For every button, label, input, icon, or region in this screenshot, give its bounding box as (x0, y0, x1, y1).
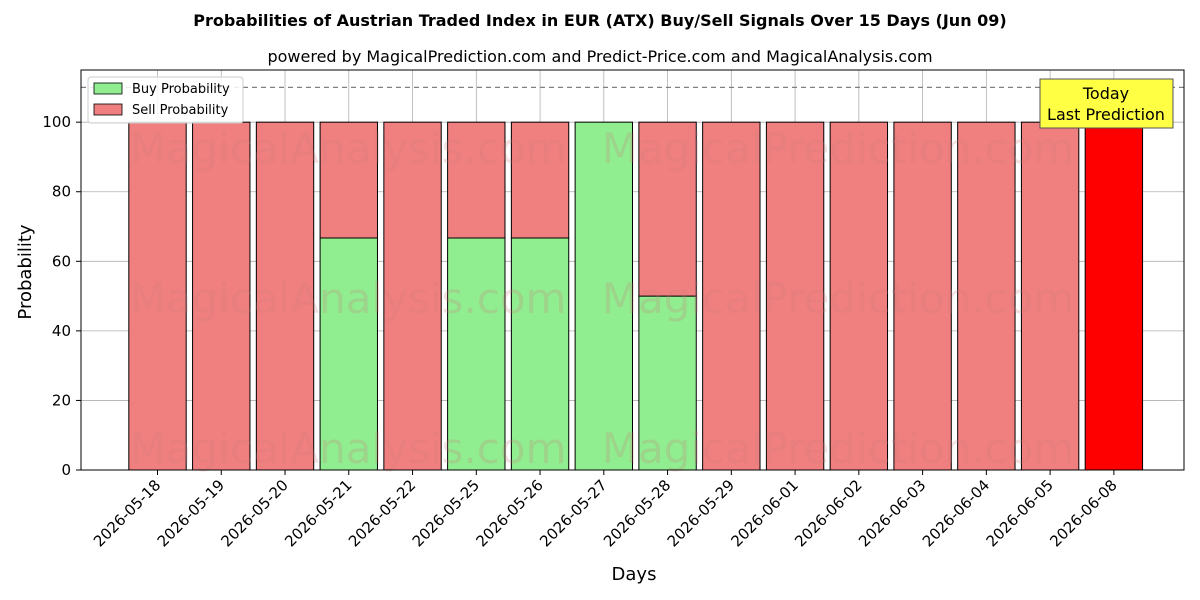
bar-sell (638, 121, 697, 297)
x-tick-label: 2026-05-28 (600, 476, 674, 550)
bar-sell (510, 121, 570, 239)
bar-sell (255, 121, 315, 471)
bar-buy (638, 295, 697, 471)
legend: Buy Probability Sell Probability (87, 76, 244, 124)
watermark-text: MagicalAnalysis.com (130, 274, 567, 323)
y-tick-label: 40 (52, 322, 71, 340)
plot-frame (80, 69, 1185, 471)
x-tick-label: 2026-06-02 (791, 476, 865, 550)
bar-sell (893, 121, 952, 471)
chart-subtitle: powered by MagicalPrediction.com and Pre… (267, 47, 932, 66)
x-tick-label: 2026-05-21 (281, 476, 355, 550)
y-tick-label: 100 (42, 113, 71, 131)
y-tick-label: 20 (52, 391, 71, 409)
bar-sell (765, 121, 825, 471)
bar-sell (1084, 121, 1144, 471)
chart-title: Probabilities of Austrian Traded Index i… (193, 11, 1006, 30)
y-tick-label: 0 (61, 461, 71, 479)
x-tick-label: 2026-05-26 (473, 476, 547, 550)
watermark-text: MagicalPrediction.com (602, 274, 1075, 323)
x-tick-label: 2026-06-01 (728, 476, 802, 550)
legend-label-buy: Buy Probability (132, 82, 230, 97)
annotation-line-1: Today (1082, 84, 1129, 103)
bar-sell (383, 121, 442, 471)
x-tick-label: 2026-06-08 (1046, 476, 1120, 550)
x-tick-label: 2026-05-27 (536, 476, 610, 550)
legend-frame (87, 76, 244, 124)
bar-sell (957, 121, 1016, 471)
annotation-line-2: Last Prediction (1047, 105, 1165, 124)
x-tick-label: 2026-06-04 (919, 476, 993, 550)
legend-label-sell: Sell Probability (132, 103, 229, 118)
bars (128, 121, 1144, 471)
y-tick-label: 60 (52, 252, 71, 270)
y-axis-ticks: 0 20 40 60 80 100 (42, 113, 81, 479)
x-axis-label: Days (612, 564, 657, 585)
legend-swatch-buy (93, 82, 123, 95)
x-tick-label: 2026-05-19 (154, 476, 228, 550)
x-tick-label: 2026-05-20 (217, 476, 291, 550)
bar-sell (447, 121, 506, 239)
x-tick-label: 2026-05-18 (90, 476, 164, 550)
x-axis-ticks: 2026-05-182026-05-192026-05-202026-05-21… (90, 470, 1121, 550)
x-tick-label: 2026-05-29 (664, 476, 738, 550)
y-tick-label: 80 (52, 183, 71, 201)
watermark-text: MagicalAnalysis.com (130, 124, 567, 173)
bar-sell (319, 121, 378, 239)
bar-buy (574, 121, 633, 471)
bar-buy (447, 237, 506, 471)
today-annotation: Today Last Prediction (1039, 78, 1174, 129)
x-tick-label: 2026-06-05 (983, 476, 1057, 550)
annotation-box (1039, 78, 1174, 129)
x-tick-label: 2026-06-03 (855, 476, 929, 550)
x-tick-label: 2026-05-25 (409, 476, 483, 550)
bar-sell (702, 121, 761, 471)
bar-buy (510, 237, 570, 471)
x-tick-label: 2026-05-22 (345, 476, 419, 550)
watermarks: MagicalAnalysis.com MagicalPrediction.com… (130, 124, 1075, 473)
y-axis-label: Probability (15, 224, 36, 319)
watermark-text: MagicalAnalysis.com (130, 424, 567, 473)
bar-sell (829, 121, 889, 471)
watermark-text: MagicalPrediction.com (602, 124, 1075, 173)
legend-swatch-sell (93, 103, 123, 116)
watermark-text: MagicalPrediction.com (602, 424, 1075, 473)
bar-sell (1020, 121, 1080, 471)
